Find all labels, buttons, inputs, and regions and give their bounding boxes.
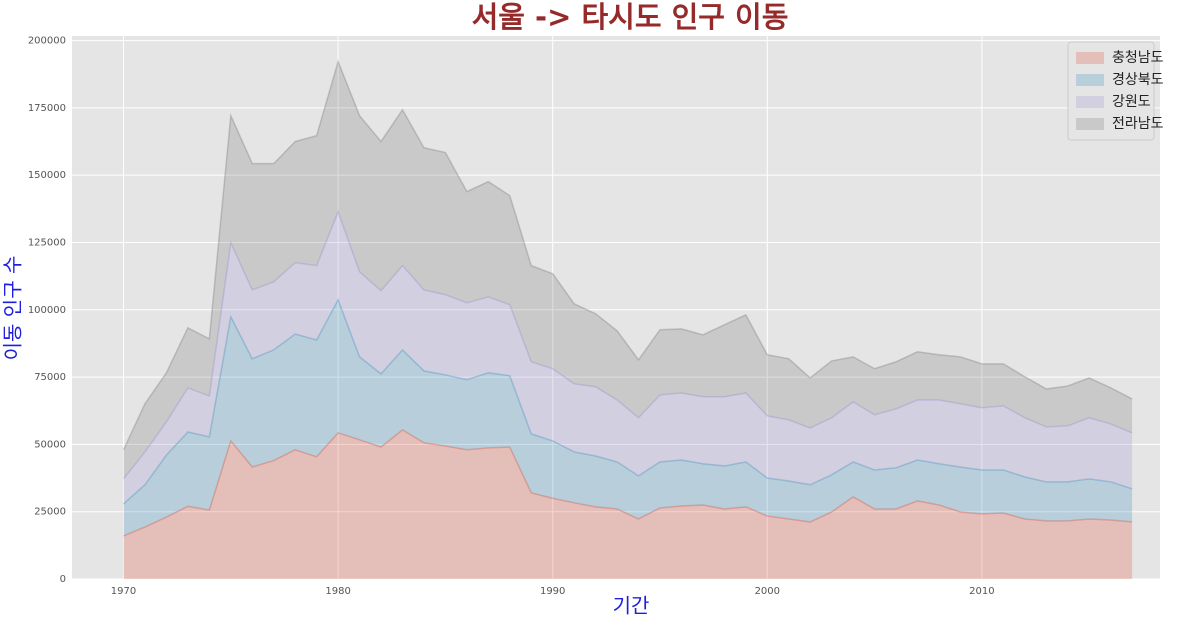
legend-swatch: [1076, 96, 1104, 108]
y-axis-label: 이동 인구 수: [1, 256, 25, 361]
legend-swatch: [1076, 74, 1104, 86]
legend-label: 강원도: [1112, 94, 1151, 110]
y-tick-label: 25000: [34, 507, 66, 518]
area: [123, 61, 1133, 479]
area-edge: [123, 298, 1133, 505]
area: [123, 429, 1133, 579]
y-tick-label: 100000: [28, 305, 66, 316]
area-edge: [123, 428, 1133, 537]
area-edge: [122, 209, 1133, 480]
legend-box: [1067, 41, 1155, 141]
legend-label: 경상북도: [1112, 72, 1164, 88]
x-axis-label: 기간: [613, 594, 650, 618]
legend-swatch: [1076, 118, 1104, 130]
x-tick-label: 2000: [755, 586, 780, 597]
legend-swatch: [1076, 52, 1104, 64]
y-tick-label: 50000: [34, 439, 66, 450]
x-tick-label: 1980: [325, 586, 350, 597]
y-tick-label: 175000: [28, 103, 66, 114]
y-tick-label: 75000: [34, 372, 66, 383]
grid: [72, 36, 1160, 580]
x-tick-label: 2010: [969, 586, 994, 597]
chart-title: 서울 -> 타시도 인구 이동: [472, 0, 789, 34]
areas: [122, 59, 1133, 579]
x-tick-label: 1990: [540, 586, 565, 597]
y-tick-label: 125000: [28, 237, 66, 248]
area: [123, 299, 1133, 536]
x-tick-label: 1970: [111, 586, 136, 597]
area: [123, 211, 1133, 504]
y-tick-label: 0: [60, 574, 66, 585]
plot-background: [72, 36, 1160, 579]
area-edge: [122, 59, 1133, 451]
legend-label: 충청남도: [1112, 50, 1164, 66]
y-tick-label: 200000: [28, 36, 66, 47]
y-tick-label: 150000: [28, 170, 66, 181]
legend-label: 전라남도: [1112, 116, 1164, 132]
